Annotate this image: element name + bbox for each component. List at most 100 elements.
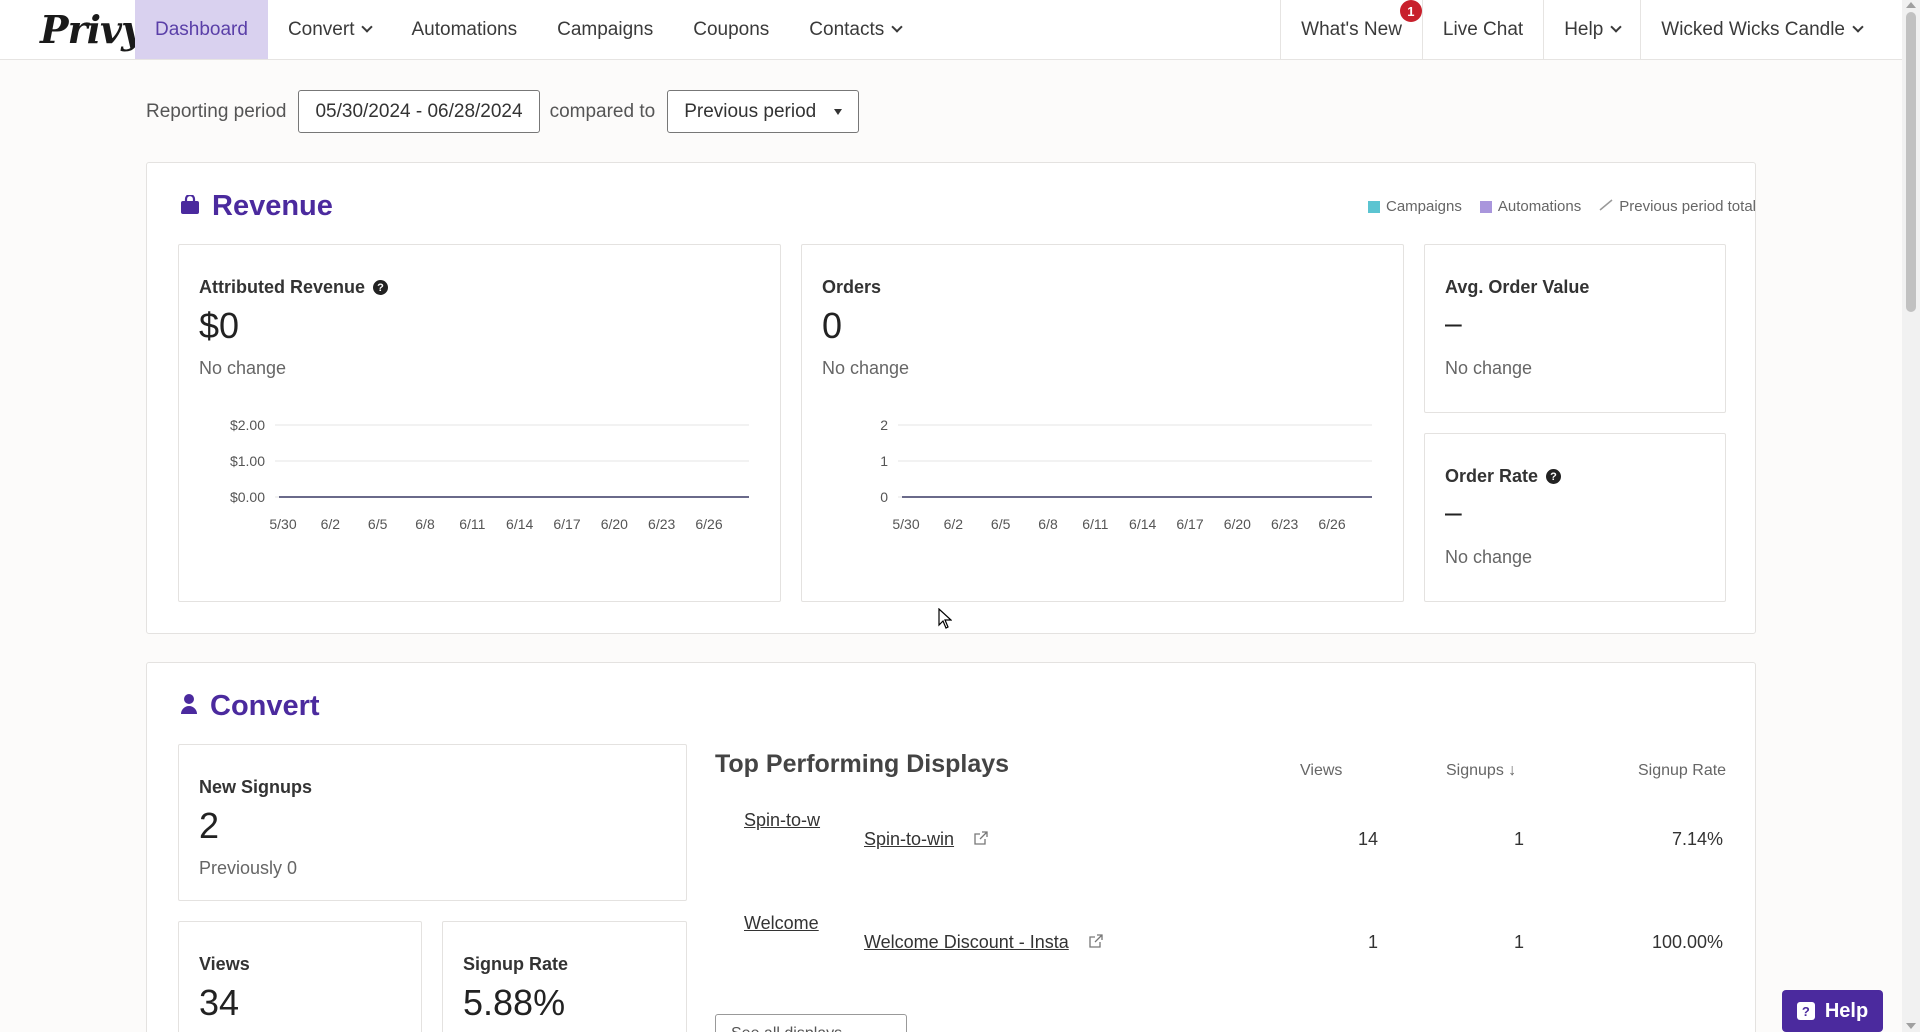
y-tick-label: $0.00 [230,489,265,505]
y-tick-label: 2 [880,417,888,433]
x-tick-label: 6/14 [1129,516,1156,532]
attributed-revenue-value: $0 [199,305,240,346]
chevron-down-icon [1852,21,1864,33]
nav-coupons[interactable]: Coupons [693,18,770,40]
avg-order-value-card: Avg. Order Value – No change [1424,244,1726,413]
display-name: Spin-to-win [864,829,955,849]
question-icon[interactable]: ? [1546,469,1562,484]
display-thumbnail[interactable]: Welcome [744,913,819,933]
orders-card: Orders 0 No change 2 1 0 5/30 6/2 6/5 6/8 6/11 6… [801,244,1404,602]
caret-down-icon [834,108,843,115]
notification-badge: 1 [1399,0,1422,22]
x-tick-label: 6/2 [321,516,341,532]
col-signups-header[interactable]: Signups ↓ [1446,762,1517,779]
account-name: Wicked Wicks Candle [1661,18,1845,40]
compared-to-label: compared to [549,100,656,122]
aov-value: – [1445,307,1462,340]
x-tick-label: 6/20 [1224,516,1251,532]
nav-contacts[interactable]: Contacts [789,0,921,59]
top-displays-title: Top Performing Displays [715,750,1010,778]
new-signups-value: 2 [199,805,220,846]
compare-period-select[interactable]: Previous period [667,90,860,133]
order-rate-change: No change [1445,547,1533,567]
display-thumbnail[interactable]: Spin-to-w [744,810,821,830]
x-tick-label: 6/5 [991,516,1011,532]
scrollbar-thumb[interactable] [1906,12,1916,312]
compare-period-value: Previous period [684,100,817,122]
x-tick-label: 6/5 [368,516,388,532]
nav-live-chat[interactable]: Live Chat [1421,0,1543,59]
x-tick-label: 6/20 [601,516,628,532]
orders-change: No change [822,358,910,378]
order-rate-title: Order Rate [1445,466,1539,486]
attributed-revenue-card: Attributed Revenue? $0 No change $2.00 $1… [178,244,781,602]
display-views: 14 [1357,829,1378,849]
new-signups-previous: Previously 0 [199,858,298,878]
legend-automations-label: Automations [1497,198,1582,215]
privy-logo[interactable]: Privy [40,7,143,52]
display-link-welcome-discount[interactable]: Welcome Discount - Insta [864,932,1103,953]
question-icon[interactable]: ? [373,280,389,295]
display-link-spin-to-win[interactable]: Spin-to-win [864,829,988,850]
x-tick-label: 6/26 [695,516,722,532]
card-title: Order Rate? [1445,466,1562,487]
legend-campaigns: Campaigns [1367,198,1462,215]
page-scrollbar[interactable] [1902,0,1920,1032]
legend-campaigns-label: Campaigns [1385,198,1462,215]
date-range-picker[interactable]: 05/30/2024 - 06/28/2024 [298,90,540,133]
x-tick-label: 5/30 [269,516,296,532]
attributed-revenue-title: Attributed Revenue [199,277,366,297]
new-signups-title: New Signups [199,777,313,797]
col-views-header[interactable]: Views [1300,762,1343,779]
x-tick-label: 6/23 [1271,516,1298,532]
see-all-displays-button[interactable]: See all displays → [715,1014,907,1032]
x-tick-label: 6/14 [506,516,533,532]
y-tick-label: $1.00 [230,453,265,469]
nav-convert[interactable]: Convert [268,0,392,59]
aov-title: Avg. Order Value [1445,277,1590,297]
chevron-down-icon [891,21,903,33]
x-tick-label: 6/2 [944,516,964,532]
nav-campaigns[interactable]: Campaigns [557,18,654,40]
x-tick-label: 6/17 [553,516,580,532]
x-tick-label: 6/23 [648,516,675,532]
display-signups: 1 [1513,829,1524,849]
x-tick-label: 6/11 [1082,516,1108,532]
nav-right-group: What's New 1 Live Chat Help Wicked Wicks… [1280,0,1902,59]
nav-account[interactable]: Wicked Wicks Candle [1640,0,1902,59]
nav-help-label: Help [1564,18,1604,40]
x-tick-label: 6/8 [415,516,435,532]
external-link-icon[interactable] [974,829,988,850]
signup-rate-value: 5.88% [463,982,566,1023]
external-link-icon[interactable] [1089,932,1103,953]
x-tick-label: 6/26 [1318,516,1345,532]
signup-rate-card: Signup Rate 5.88% [442,921,687,1032]
display-name: Welcome Discount - Insta [864,932,1069,952]
y-tick-label: 0 [880,489,888,505]
order-rate-card: Order Rate? – No change [1424,433,1726,602]
nav-dashboard[interactable]: Dashboard [135,0,268,59]
legend-swatch [1367,200,1380,213]
attributed-revenue-change: No change [199,358,287,378]
nav-contacts-label: Contacts [809,18,885,40]
legend-previous-period: Previous period total [1599,198,1756,215]
nav-convert-label: Convert [287,18,355,40]
convert-title: Convert [210,690,320,722]
help-widget-button[interactable]: ? Help [1782,990,1883,1032]
scroll-down-arrow-icon[interactable] [1906,1023,1916,1029]
chevron-down-icon [361,21,374,33]
display-signup-rate: 100.00% [1651,932,1723,952]
order-rate-value: – [1445,496,1462,529]
nav-help[interactable]: Help [1543,0,1640,59]
revenue-title: Revenue [212,190,333,222]
scroll-up-arrow-icon[interactable] [1906,2,1916,8]
card-title: Attributed Revenue? [199,277,389,298]
revenue-section-title: Revenue [180,190,333,223]
col-signup-rate-header[interactable]: Signup Rate [1638,762,1727,779]
nav-whats-new[interactable]: What's New 1 [1280,0,1422,59]
display-signups: 1 [1513,932,1524,952]
nav-automations[interactable]: Automations [411,18,518,40]
orders-value: 0 [822,305,843,346]
convert-section-title: Convert [180,690,320,723]
y-tick-label: 1 [880,453,888,469]
